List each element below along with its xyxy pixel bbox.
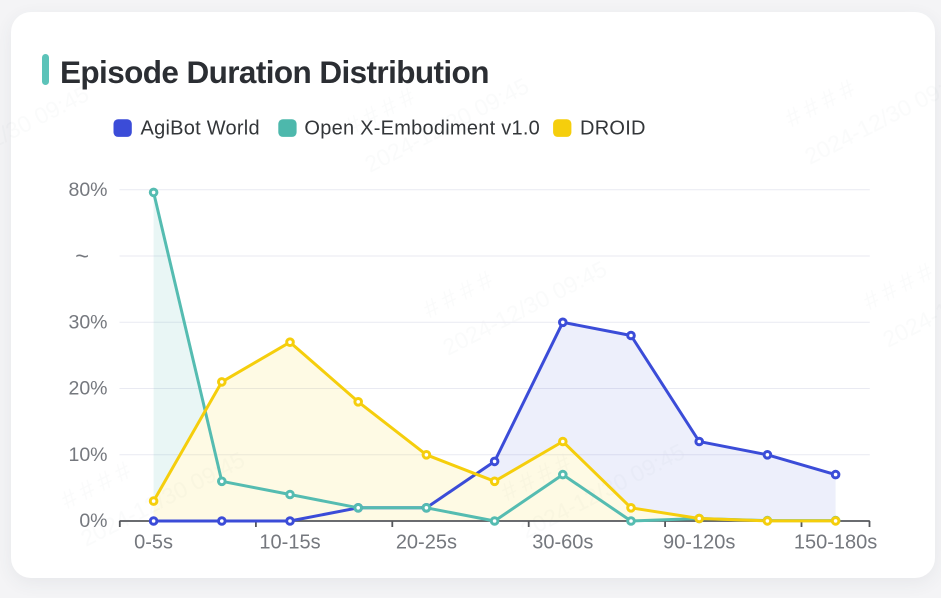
svg-text:150-180s: 150-180s <box>794 532 877 554</box>
svg-text:30-60s: 30-60s <box>532 532 593 554</box>
svg-text:90-120s: 90-120s <box>663 532 735 554</box>
svg-text:0%: 0% <box>79 510 107 532</box>
svg-text:0-5s: 0-5s <box>134 532 173 554</box>
svg-text:10%: 10% <box>68 444 107 466</box>
svg-text:DROID: DROID <box>580 118 646 140</box>
svg-text:20%: 20% <box>68 378 107 400</box>
svg-text:30%: 30% <box>68 311 107 333</box>
svg-text:~: ~ <box>75 243 89 269</box>
svg-text:10-15s: 10-15s <box>259 532 320 554</box>
svg-text:2024-12/30 09:45: 2024-12/30 09:45 <box>0 80 93 185</box>
svg-text:AgiBot World: AgiBot World <box>141 118 260 140</box>
svg-text:Open X-Embodiment v1.0: Open X-Embodiment v1.0 <box>304 118 540 140</box>
svg-text:20-25s: 20-25s <box>396 532 457 554</box>
svg-text:80%: 80% <box>68 179 107 201</box>
